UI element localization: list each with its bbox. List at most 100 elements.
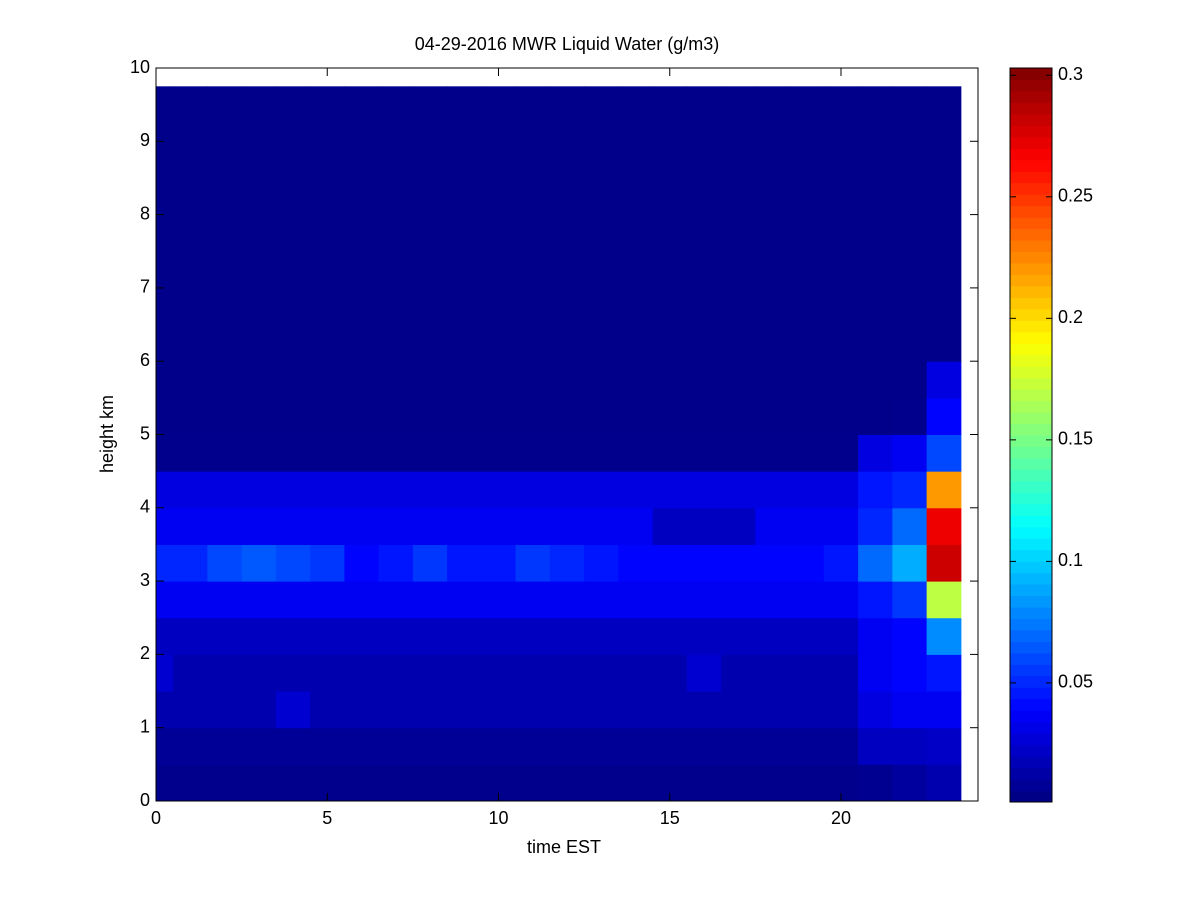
heatmap-cell [310,727,345,765]
heatmap-cell [618,764,654,802]
colorbar-swatch [1010,251,1052,264]
heatmap-cell [789,397,825,435]
colorbar-swatch [1010,297,1052,310]
heatmap-cell [721,581,756,619]
heatmap-cell [275,397,311,435]
heatmap-cell [447,434,482,472]
heatmap-cell [755,581,791,619]
heatmap-cell [755,691,791,729]
heatmap-cell [652,617,688,655]
colorbar-swatch [1010,618,1052,631]
heatmap-cell [412,691,448,729]
heatmap-cell [481,507,517,545]
heatmap-cell [755,654,791,692]
heatmap-cell [652,544,688,582]
heatmap-cell [515,544,551,582]
heatmap-cell [310,617,345,655]
colorbar-swatch [1010,113,1052,126]
colorbar-swatch [1010,274,1052,287]
heatmap-cell [721,86,756,362]
heatmap-cell [173,86,208,362]
heatmap-cell [378,471,414,509]
colorbar-swatch [1010,389,1052,402]
heatmap-cell [652,397,688,435]
heatmap-cell [549,617,585,655]
heatmap-cell [378,727,414,765]
x-tick-label: 0 [151,808,161,828]
heatmap-cell [412,361,448,399]
heatmap-cell [755,727,791,765]
heatmap-cell [892,617,928,655]
heatmap-cell [378,691,414,729]
heatmap-cell [241,581,277,619]
colorbar-swatch [1010,171,1052,184]
colorbar-swatch [1010,423,1052,436]
heatmap-cell [481,397,517,435]
heatmap-cell [789,654,825,692]
heatmap-cell [652,361,688,399]
heatmap-cell [515,434,551,472]
heatmap-cell [789,507,825,545]
heatmap-cell [926,654,962,692]
x-tick-label: 5 [322,808,332,828]
heatmap-cell [858,691,893,729]
colorbar-swatch [1010,182,1052,195]
heatmap-cell [858,727,893,765]
heatmap-cell [926,86,962,362]
heatmap-cell [584,691,619,729]
colorbar-swatch [1010,698,1052,711]
heatmap-cell [344,434,380,472]
heatmap-cell [755,764,791,802]
y-tick-label: 10 [130,57,150,77]
heatmap-cell [447,361,482,399]
heatmap-cell [618,691,654,729]
colorbar-swatch [1010,744,1052,757]
heatmap-cell [310,361,345,399]
y-tick-label: 9 [140,130,150,150]
heatmap-cell [823,397,859,435]
colorbar-swatch [1010,584,1052,597]
heatmap-cell [618,617,654,655]
heatmap-cell [173,544,208,582]
heatmap-cell [344,654,380,692]
colorbar-swatch [1010,733,1052,746]
y-tick-label: 2 [140,643,150,663]
heatmap-cell [549,764,585,802]
heatmap-cell [275,544,311,582]
heatmap-cell [275,654,311,692]
colorbar-tick-label: 0.2 [1058,307,1083,327]
heatmap-cell [652,691,688,729]
heatmap-cell [686,471,722,509]
y-tick-label: 6 [140,350,150,370]
heatmap-cell [275,86,311,362]
heatmap-cell [241,86,277,362]
colorbar-swatch [1010,561,1052,574]
heatmap-cell [755,397,791,435]
heatmap-cell [584,507,619,545]
heatmap-cell [173,764,208,802]
y-tick-label: 3 [140,570,150,590]
heatmap-cell [447,397,482,435]
heatmap-cell [156,691,174,729]
heatmap-cell [549,361,585,399]
chart-title: 04-29-2016 MWR Liquid Water (g/m3) [415,34,719,54]
heatmap-cell [584,471,619,509]
colorbar-swatch [1010,515,1052,528]
heatmap-cell [515,86,551,362]
heatmap-cell [310,397,345,435]
heatmap-cell [686,434,722,472]
heatmap-cell [412,581,448,619]
heatmap-cell [755,617,791,655]
x-tick-label: 10 [488,808,508,828]
heatmap-cell [755,507,791,545]
heatmap-cell [207,471,243,509]
heatmap-cell [618,544,654,582]
heatmap-cell [412,86,448,362]
heatmap-cell [584,581,619,619]
heatmap-cell [823,471,859,509]
heatmap-cell [858,764,893,802]
heatmap-cell [310,654,345,692]
heatmap-cell [310,581,345,619]
heatmap-cell [823,86,859,362]
heatmap-cell [823,654,859,692]
